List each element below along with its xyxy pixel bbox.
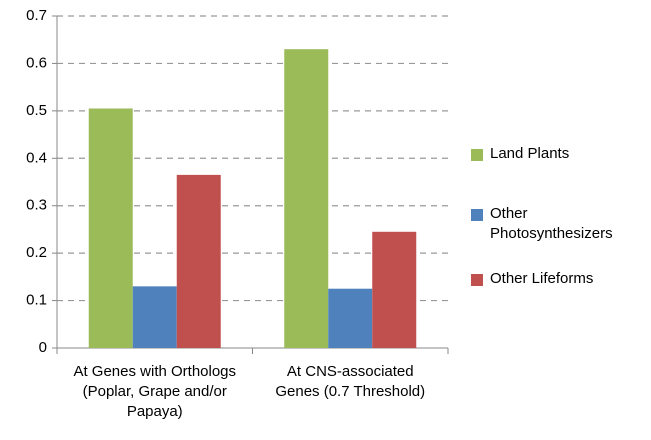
- bar: [88, 108, 133, 348]
- legend-label-box: Other Lifeforms: [490, 270, 594, 287]
- legend-label: Other Photosynthesizers: [490, 205, 613, 242]
- bar: [176, 174, 221, 348]
- y-tick-label: 0.4: [26, 149, 47, 166]
- x-tick-label: At CNS-associated Genes (0.7 Threshold): [275, 363, 426, 400]
- bar: [372, 231, 417, 348]
- legend-swatch: [471, 209, 483, 221]
- x-tick-label: At Genes with Orthologs (Poplar, Grape a…: [73, 363, 237, 420]
- legend-label: Land Plants: [490, 145, 570, 162]
- bar: [132, 286, 177, 348]
- y-tick-label: 0.6: [26, 54, 47, 71]
- y-tick-label: 0.5: [26, 102, 47, 119]
- bar: [284, 49, 329, 348]
- legend-swatch: [471, 149, 483, 161]
- y-tick-label: 0: [39, 339, 47, 356]
- y-tick-label: 0.1: [26, 292, 47, 309]
- y-tick-label: 0.3: [26, 197, 47, 214]
- x-tick-label-box: At CNS-associated Genes (0.7 Threshold): [275, 363, 426, 400]
- y-tick-label: 0.7: [26, 7, 47, 24]
- legend-swatch: [471, 274, 483, 286]
- bar: [328, 288, 373, 348]
- y-tick-label: 0.2: [26, 244, 47, 261]
- legend-label: Other Lifeforms: [490, 270, 594, 287]
- legend-label-box: Other Photosynthesizers: [490, 205, 613, 242]
- x-tick-label-box: At Genes with Orthologs (Poplar, Grape a…: [73, 363, 237, 420]
- legend-label-box: Land Plants: [490, 145, 570, 162]
